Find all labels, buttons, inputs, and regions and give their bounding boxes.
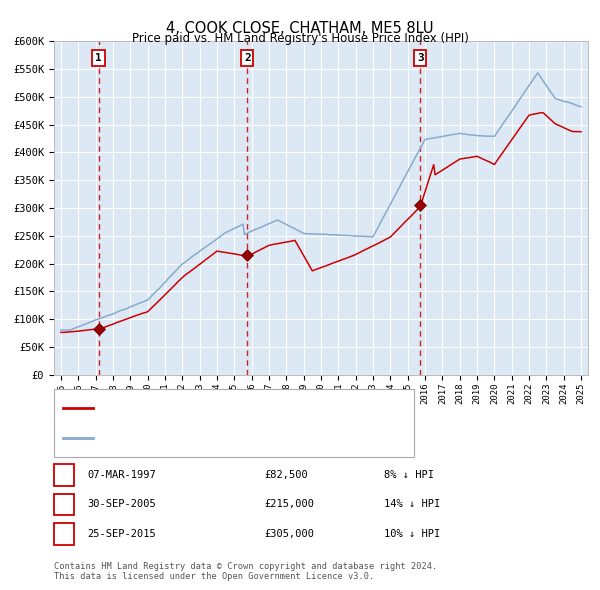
Text: 14% ↓ HPI: 14% ↓ HPI	[384, 500, 440, 509]
Text: HPI: Average price, detached house, Medway: HPI: Average price, detached house, Medw…	[99, 433, 361, 443]
Text: 4, COOK CLOSE, CHATHAM, ME5 8LU (detached house): 4, COOK CLOSE, CHATHAM, ME5 8LU (detache…	[99, 404, 399, 414]
Text: 07-MAR-1997: 07-MAR-1997	[87, 470, 156, 480]
Text: 2: 2	[61, 500, 67, 509]
Text: 1: 1	[61, 470, 67, 480]
Text: 10% ↓ HPI: 10% ↓ HPI	[384, 529, 440, 539]
Text: £215,000: £215,000	[264, 500, 314, 509]
Text: 30-SEP-2005: 30-SEP-2005	[87, 500, 156, 509]
Text: 8% ↓ HPI: 8% ↓ HPI	[384, 470, 434, 480]
Text: Price paid vs. HM Land Registry's House Price Index (HPI): Price paid vs. HM Land Registry's House …	[131, 32, 469, 45]
Text: 2: 2	[244, 53, 251, 63]
Text: 1: 1	[95, 53, 102, 63]
Text: 3: 3	[61, 529, 67, 539]
Text: £305,000: £305,000	[264, 529, 314, 539]
Text: 4, COOK CLOSE, CHATHAM, ME5 8LU: 4, COOK CLOSE, CHATHAM, ME5 8LU	[166, 21, 434, 35]
Text: £82,500: £82,500	[264, 470, 308, 480]
Text: 25-SEP-2015: 25-SEP-2015	[87, 529, 156, 539]
Text: 3: 3	[417, 53, 424, 63]
Text: Contains HM Land Registry data © Crown copyright and database right 2024.
This d: Contains HM Land Registry data © Crown c…	[54, 562, 437, 581]
